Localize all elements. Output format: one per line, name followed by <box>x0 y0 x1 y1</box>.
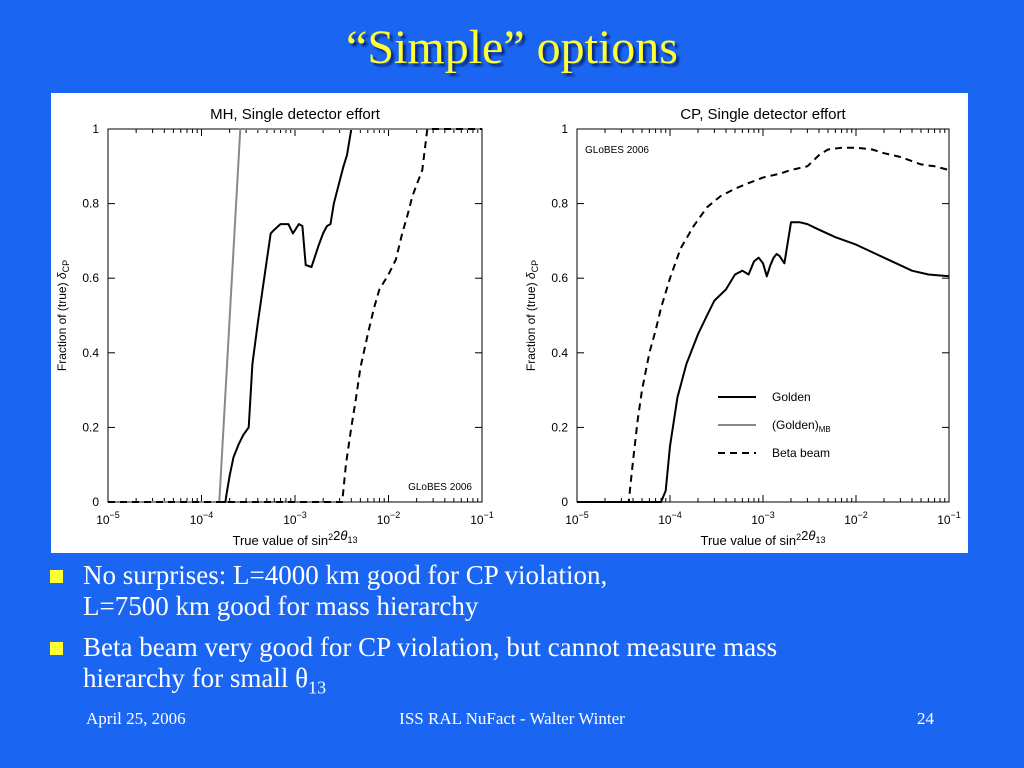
y-axis-label: Fraction of (true) δCP <box>55 260 71 371</box>
y-tick-label: 1 <box>561 122 568 136</box>
legend-label: (Golden)MB <box>772 418 831 434</box>
y-tick-label: 0.2 <box>551 420 568 434</box>
bullet-square-icon <box>50 642 63 655</box>
series-beta-beam-line <box>577 146 950 503</box>
x-tick-label: 10−5 <box>96 510 120 527</box>
bullet-list: No surprises: L=4000 km good for CP viol… <box>50 560 990 713</box>
x-tick-label: 10−2 <box>377 510 401 527</box>
x-tick-label: 10−3 <box>751 510 775 527</box>
chart-title: MH, Single detector effort <box>210 106 381 123</box>
legend-label: Golden <box>772 390 811 404</box>
x-axis-label: True value of sin22θ13 <box>701 528 826 548</box>
legend-label: Beta beam <box>772 446 830 460</box>
y-tick-label: 1 <box>92 122 99 136</box>
y-axis-label: Fraction of (true) δCP <box>524 260 540 371</box>
series-golden-mb-line <box>108 128 482 503</box>
footer-date: April 25, 2006 <box>86 709 186 728</box>
theta-subscript: 13 <box>308 677 327 698</box>
globes-annotation: GLoBES 2006 <box>408 482 472 493</box>
slide-title: “Simple” options <box>346 21 678 74</box>
bullet-square-icon <box>50 570 63 583</box>
series-beta-beam-line <box>108 128 482 503</box>
y-tick-label: 0.6 <box>82 271 99 285</box>
x-tick-label: 10−3 <box>283 510 307 527</box>
y-tick-label: 0.2 <box>82 420 99 434</box>
globes-annotation: GLoBES 2006 <box>585 145 649 156</box>
x-tick-label: 10−4 <box>190 510 214 527</box>
plot-frame <box>576 128 950 503</box>
footer-presenter: ISS RAL NuFact - Walter Winter <box>399 709 625 728</box>
bullet-text-line2: L=7500 km good for mass hierarchy <box>83 591 479 621</box>
bullet-item: Beta beam very good for CP violation, bu… <box>50 632 990 703</box>
y-tick-label: 0.6 <box>551 271 568 285</box>
series-golden-line <box>108 128 482 503</box>
y-tick-label: 0.8 <box>82 197 99 211</box>
plot-frame <box>107 128 483 503</box>
bullet-text-line1: Beta beam very good for CP violation, bu… <box>83 632 778 662</box>
figure-panel: MH, Single detector effort 10−5 10−4 10−3 10… <box>51 93 968 553</box>
y-tick-label: 0.4 <box>82 346 99 360</box>
x-tick-label: 10−4 <box>658 510 682 527</box>
y-tick-label: 0 <box>92 495 99 509</box>
x-tick-label: 10−1 <box>937 510 961 527</box>
bullet-item: No surprises: L=4000 km good for CP viol… <box>50 560 990 622</box>
theta-symbol: θ <box>295 663 309 693</box>
series-golden-line <box>577 221 950 503</box>
x-axis-label: True value of sin22θ13 <box>233 528 358 548</box>
x-tick-label: 10−1 <box>470 510 494 527</box>
x-tick-label: 10−5 <box>565 510 589 527</box>
y-tick-label: 0.4 <box>551 346 568 360</box>
x-tick-label: 10−2 <box>844 510 868 527</box>
bullet-text-line2: hierarchy for small <box>83 663 296 693</box>
chart-title: CP, Single detector effort <box>680 106 846 123</box>
bullet-text-line1: No surprises: L=4000 km good for CP viol… <box>83 560 608 590</box>
y-tick-label: 0 <box>561 495 568 509</box>
y-tick-label: 0.8 <box>551 197 568 211</box>
footer-page-number: 24 <box>917 709 934 728</box>
